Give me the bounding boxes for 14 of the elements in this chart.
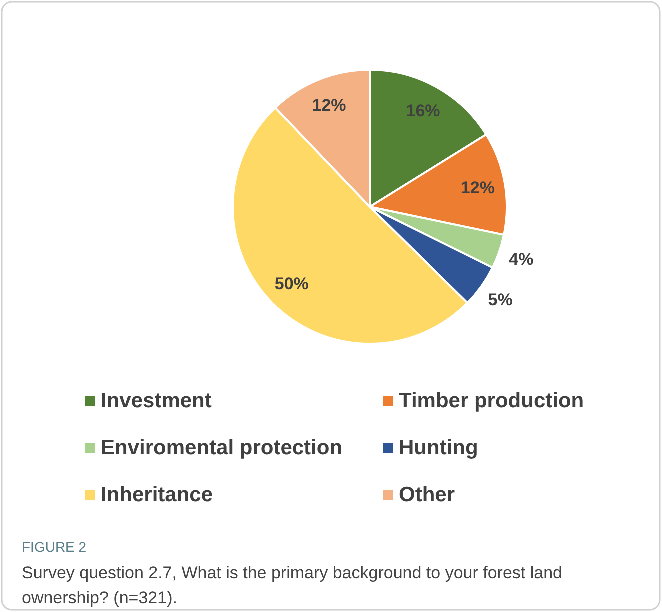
data-label: 4% — [509, 250, 534, 269]
data-label: 5% — [488, 290, 513, 310]
legend-label: Enviromental protection — [101, 436, 343, 460]
text: Survey question 2.7, What is the primary background to your forest land ownership? (n=321). — [22, 564, 562, 608]
legend-label: Hunting — [399, 436, 478, 460]
data-label: 16% — [406, 102, 440, 121]
legend-label: Other — [399, 484, 456, 506]
caption: FIGURE 2 — [22, 539, 87, 555]
legend-label: Inheritance — [101, 484, 214, 506]
data-label: 50% — [274, 274, 309, 294]
legend-label: Investment — [101, 390, 212, 412]
data-label: 12% — [312, 96, 346, 115]
data-label: 12% — [460, 178, 495, 198]
legend-label: Timber production — [399, 390, 584, 412]
